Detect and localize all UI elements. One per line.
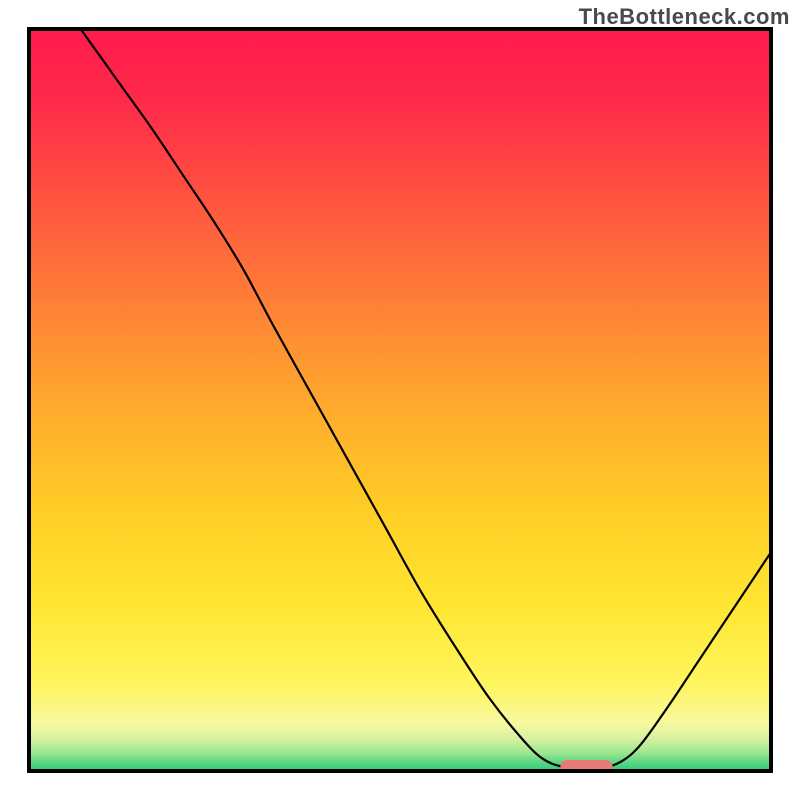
chart-svg [27,27,773,773]
chart-container: TheBottleneck.com [0,0,800,800]
chart-background [27,27,773,773]
plot-area [27,27,773,773]
